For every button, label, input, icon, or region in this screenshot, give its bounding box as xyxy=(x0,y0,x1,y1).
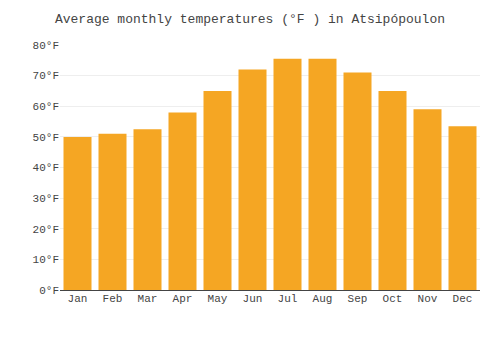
svg-text:Jan: Jan xyxy=(68,293,88,305)
svg-text:50°F: 50°F xyxy=(33,132,59,144)
svg-text:Average monthly temperatures (: Average monthly temperatures (°F ) in At… xyxy=(55,12,445,27)
svg-text:Oct: Oct xyxy=(383,293,403,305)
svg-text:40°F: 40°F xyxy=(33,162,59,174)
svg-text:Mar: Mar xyxy=(138,293,158,305)
svg-text:Feb: Feb xyxy=(103,293,123,305)
svg-text:Jun: Jun xyxy=(243,293,263,305)
svg-text:Aug: Aug xyxy=(313,293,333,305)
svg-text:Dec: Dec xyxy=(453,293,473,305)
svg-text:Nov: Nov xyxy=(418,293,438,305)
svg-text:May: May xyxy=(208,293,228,305)
svg-text:Apr: Apr xyxy=(173,293,193,305)
svg-text:Jul: Jul xyxy=(278,293,298,305)
svg-text:20°F: 20°F xyxy=(33,224,59,236)
svg-text:80°F: 80°F xyxy=(33,40,59,52)
svg-text:Sep: Sep xyxy=(348,293,368,305)
svg-text:70°F: 70°F xyxy=(33,70,59,82)
svg-text:0°F: 0°F xyxy=(39,285,59,297)
svg-text:30°F: 30°F xyxy=(33,193,59,205)
svg-text:10°F: 10°F xyxy=(33,254,59,266)
svg-text:60°F: 60°F xyxy=(33,101,59,113)
